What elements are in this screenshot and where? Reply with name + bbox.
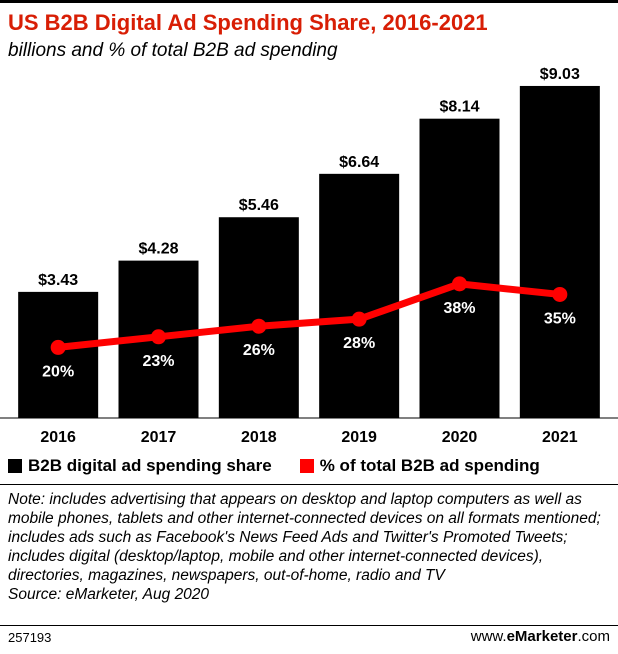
notes: Note: includes advertising that appears … (8, 490, 612, 604)
line-value-label: 26% (243, 342, 275, 359)
legend-item-line: % of total B2B ad spending (299, 456, 540, 476)
note-text: Note: includes advertising that appears … (8, 491, 601, 584)
line-path (57, 280, 561, 351)
bar-series: $3.43 $4.28 $5.46 $6.64 $8.14 $9.03 (18, 66, 600, 418)
line-value-label: 38% (443, 300, 475, 317)
x-tick-label: 2021 (542, 429, 578, 446)
x-tick-label: 2019 (341, 429, 377, 446)
line-value-label: 20% (42, 363, 74, 380)
legend-item-bars: B2B digital ad spending share (8, 456, 272, 476)
line-value-label: 35% (544, 310, 576, 327)
site-suffix: .com (577, 628, 610, 645)
line-point-2021 (552, 286, 568, 302)
line-point-2019 (351, 311, 367, 327)
chart-title: US B2B Digital Ad Spending Share, 2016-2… (8, 10, 488, 35)
chart-id: 257193 (8, 630, 52, 645)
chart-subtitle: billions and % of total B2B ad spending (8, 40, 338, 61)
bar-value-label: $8.14 (439, 99, 479, 116)
bar-value-label: $3.43 (38, 272, 78, 289)
site-brand: eMarketer (506, 628, 578, 645)
bar-value-label: $9.03 (540, 66, 580, 83)
x-tick-label: 2016 (40, 429, 76, 446)
line-point-2020 (452, 276, 467, 292)
legend-label-line: % of total B2B ad spending (319, 456, 540, 475)
line-series: 20% 23% 26% 28% 38% 35% (42, 276, 576, 380)
x-axis: 2016 2017 2018 2019 2020 2021 (0, 417, 618, 446)
line-point-2016 (50, 339, 66, 355)
bar-2020 (419, 118, 500, 418)
legend: B2B digital ad spending share % of total… (8, 456, 568, 476)
legend-label-bars: B2B digital ad spending share (28, 456, 272, 475)
top-rule (0, 0, 618, 3)
source-text: Source: eMarketer, Aug 2020 (8, 586, 210, 603)
footer-divider (0, 625, 618, 626)
bar-value-label: $6.64 (339, 154, 379, 171)
chart-plot: $3.43 $4.28 $5.46 $6.64 $8.14 $9.03 20% 23% 26%… (0, 66, 618, 446)
x-tick-label: 2017 (141, 429, 177, 446)
bar-2018 (218, 217, 299, 418)
x-tick-label: 2018 (241, 429, 277, 446)
legend-swatch-line (299, 459, 314, 473)
bar-value-label: $5.46 (239, 197, 279, 214)
bar-2019 (319, 173, 400, 418)
site-prefix: www. (470, 628, 507, 645)
line-value-label: 28% (343, 335, 375, 352)
line-point-2018 (251, 318, 267, 334)
bar-value-label: $4.28 (138, 241, 178, 258)
x-tick-label: 2020 (442, 429, 478, 446)
legend-swatch-bars (8, 459, 22, 473)
bar-2021 (519, 85, 600, 418)
line-point-2017 (151, 329, 166, 345)
divider (0, 484, 618, 485)
site-credit: www.eMarketer.com (471, 628, 610, 645)
bar-2016 (18, 291, 99, 418)
line-value-label: 23% (142, 353, 174, 370)
